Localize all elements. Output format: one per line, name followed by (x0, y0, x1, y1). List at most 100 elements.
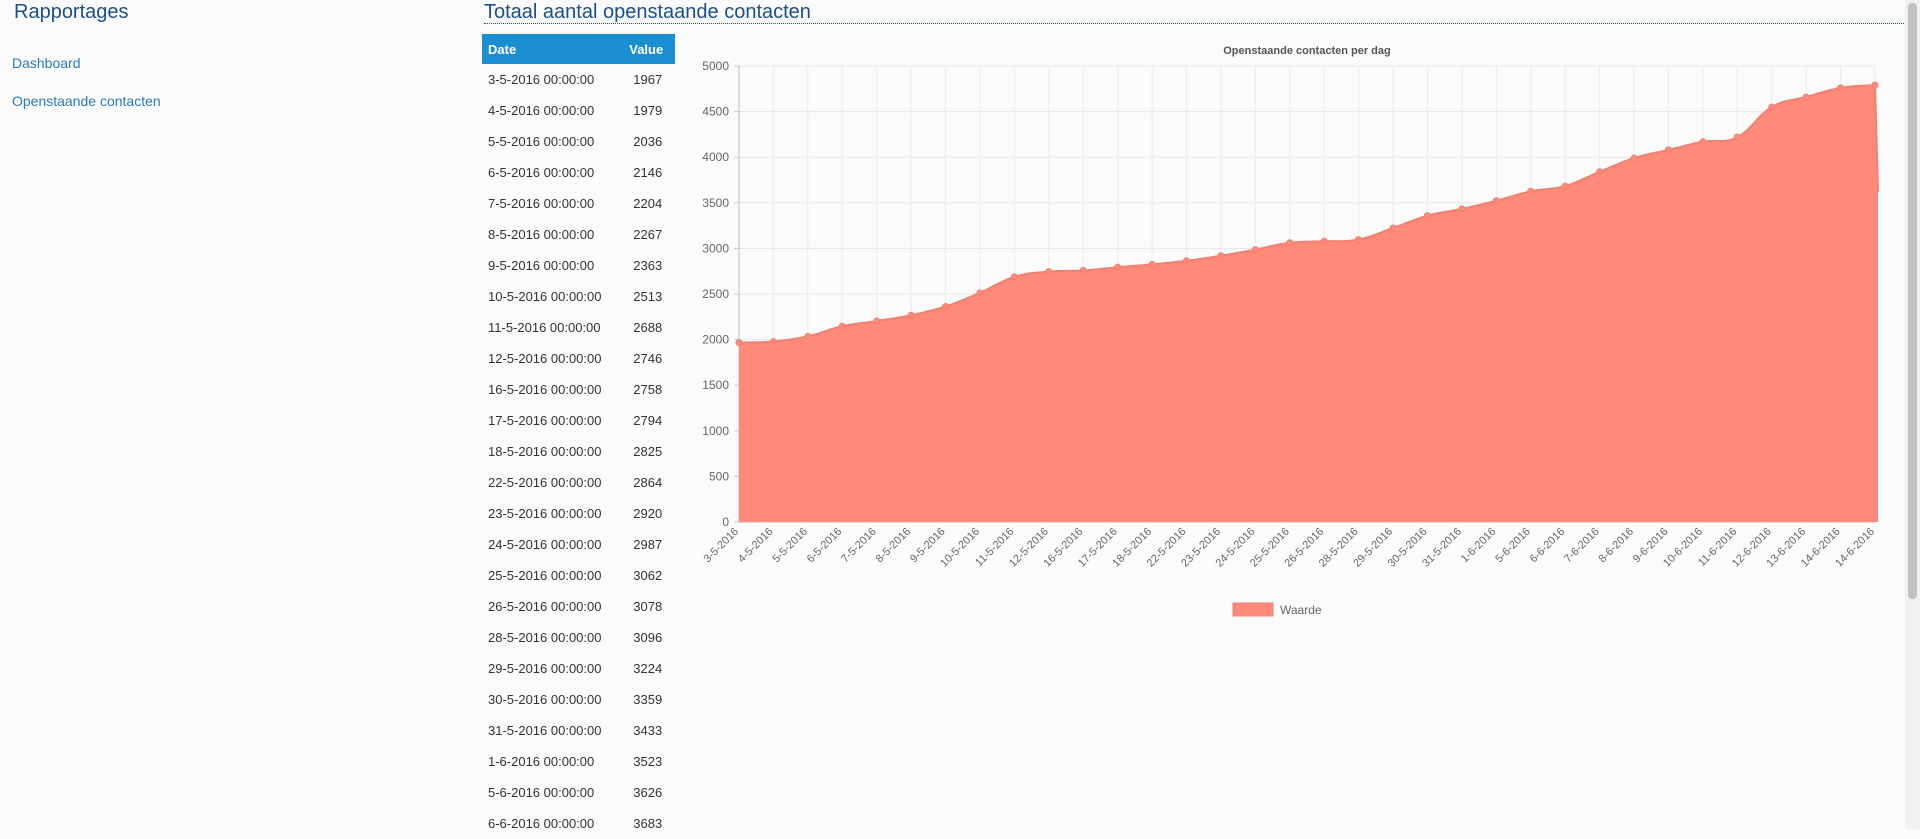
value-cell: 3078 (633, 599, 663, 614)
y-tick-label: 0 (722, 515, 729, 529)
value-cell: 2363 (633, 258, 663, 273)
date-cell: 9-5-2016 00:00:00 (488, 258, 595, 273)
data-point (873, 317, 881, 325)
chart-title: Openstaande contacten per dag (1223, 45, 1390, 57)
table-row: 6-6-2016 00:00:00 3683 (482, 808, 675, 839)
value-cell: 2746 (633, 351, 663, 366)
table-header-row: Date Value (482, 34, 675, 64)
date-cell: 17-5-2016 00:00:00 (488, 413, 602, 428)
table-row: 6-5-2016 00:00:00 2146 (482, 157, 675, 188)
date-cell: 7-5-2016 00:00:00 (488, 196, 595, 211)
data-point (1114, 263, 1122, 271)
date-cell: 16-5-2016 00:00:00 (488, 382, 602, 397)
table-row: 10-5-2016 00:00:00 2513 (482, 281, 675, 312)
data-point (735, 339, 743, 347)
value-cell: 2513 (633, 289, 663, 304)
data-table: Date Value 3-5-2016 00:00:00 1967 4-5-2016… (482, 34, 675, 839)
table-row: 24-5-2016 00:00:00 2987 (482, 529, 675, 560)
x-tick-label: 4-5-2016 (736, 526, 776, 566)
data-point (1217, 252, 1225, 260)
data-point (1699, 138, 1707, 146)
table-row: 23-5-2016 00:00:00 2920 (482, 498, 675, 529)
table-row: 31-5-2016 00:00:00 3433 (482, 715, 675, 746)
data-point (1251, 246, 1259, 254)
value-cell: 2987 (633, 537, 663, 552)
data-point (1458, 205, 1466, 213)
date-cell: 22-5-2016 00:00:00 (488, 475, 602, 490)
sidebar-item-openstaande-contacten[interactable]: Openstaande contacten (12, 93, 161, 109)
date-cell: 29-5-2016 00:00:00 (488, 661, 602, 676)
data-point (1286, 239, 1294, 247)
date-cell: 11-5-2016 00:00:00 (488, 320, 601, 335)
table-row: 4-5-2016 00:00:00 1979 (482, 95, 675, 126)
table-row: 17-5-2016 00:00:00 2794 (482, 405, 675, 436)
data-point (1355, 236, 1363, 244)
table-row: 28-5-2016 00:00:00 3096 (482, 622, 675, 653)
value-cell: 2758 (633, 382, 663, 397)
y-tick-label: 1500 (702, 378, 729, 392)
date-cell: 8-5-2016 00:00:00 (488, 227, 595, 242)
data-point (769, 338, 777, 346)
value-cell: 3433 (633, 723, 663, 738)
sidebar-item-dashboard[interactable]: Dashboard (12, 55, 81, 71)
chart-container: Openstaande contacten per dag 0 500 1000 150… (690, 34, 1900, 634)
date-cell: 25-5-2016 00:00:00 (488, 568, 602, 583)
x-tick-label: 8-6-2016 (1597, 526, 1637, 566)
page-title: Totaal aantal openstaande contacten (484, 1, 811, 23)
data-point (1148, 260, 1156, 268)
legend-swatch (1232, 602, 1274, 617)
data-point (1045, 268, 1053, 276)
area-chart: Openstaande contacten per dag 0 500 1000 150… (701, 45, 1879, 617)
vertical-scrollbar[interactable] (1905, 0, 1920, 829)
data-point (804, 332, 812, 340)
value-cell: 2146 (633, 165, 663, 180)
data-point (1837, 84, 1845, 92)
x-tick-label: 6-5-2016 (805, 526, 845, 566)
x-tick-label: 7-5-2016 (839, 526, 879, 566)
data-point (1492, 197, 1500, 205)
data-point (1664, 146, 1672, 154)
data-point (838, 322, 846, 330)
date-cell: 5-6-2016 00:00:00 (488, 785, 595, 800)
date-cell: 1-6-2016 00:00:00 (488, 754, 595, 769)
date-cell: 26-5-2016 00:00:00 (488, 599, 602, 614)
table-row: 26-5-2016 00:00:00 3078 (482, 591, 675, 622)
data-point (1320, 237, 1328, 245)
scrollbar-thumb[interactable] (1908, 3, 1917, 599)
y-tick-label: 5000 (702, 59, 729, 73)
y-tick-label: 4000 (702, 150, 729, 164)
date-cell: 4-5-2016 00:00:00 (488, 103, 595, 118)
date-cell: 3-5-2016 00:00:00 (488, 72, 595, 87)
table-row: 7-5-2016 00:00:00 2204 (482, 188, 675, 219)
value-cell: 2036 (633, 134, 663, 149)
table-row: 11-5-2016 00:00:00 2688 (482, 312, 675, 343)
table-row: 9-5-2016 00:00:00 2363 (482, 250, 675, 281)
table-row: 18-5-2016 00:00:00 2825 (482, 436, 675, 467)
table-row: 22-5-2016 00:00:00 2864 (482, 467, 675, 498)
value-cell: 3626 (633, 785, 663, 800)
date-cell: 28-5-2016 00:00:00 (488, 630, 602, 645)
x-tick-label: 6-6-2016 (1528, 526, 1568, 566)
value-cell: 2688 (633, 320, 663, 335)
data-point (1527, 187, 1535, 195)
date-cell: 6-6-2016 00:00:00 (488, 816, 595, 831)
y-tick-label: 3500 (702, 196, 729, 210)
y-tick-label: 3000 (702, 241, 729, 255)
value-cell: 3224 (633, 661, 663, 676)
series-line (738, 84, 1879, 344)
value-cell: 1967 (633, 72, 663, 87)
value-cell: 2267 (633, 227, 663, 242)
x-tick-label: 1-6-2016 (1459, 526, 1499, 566)
y-tick-label: 2000 (702, 333, 729, 347)
table-row: 1-6-2016 00:00:00 3523 (482, 746, 675, 777)
data-point (1630, 154, 1638, 162)
column-header-date: Date (482, 34, 624, 64)
date-cell: 30-5-2016 00:00:00 (488, 692, 602, 707)
value-cell: 2864 (633, 475, 663, 490)
data-point (1389, 224, 1397, 232)
data-point (1010, 273, 1018, 281)
data-point (1079, 266, 1087, 274)
x-tick-label: 3-5-2016 (701, 526, 741, 566)
date-cell: 6-5-2016 00:00:00 (488, 165, 595, 180)
table-row: 8-5-2016 00:00:00 2267 (482, 219, 675, 250)
